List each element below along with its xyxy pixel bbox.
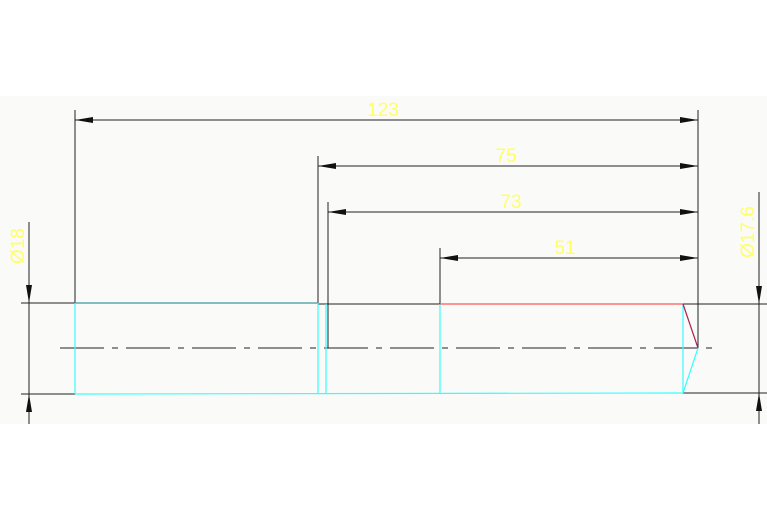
dimension-text-75: 75	[495, 146, 516, 167]
arrow-icon	[680, 117, 698, 123]
part-outline	[74, 302, 699, 395]
arrow-icon	[756, 393, 762, 411]
arrowheads	[26, 117, 762, 412]
arrow-icon	[680, 163, 698, 169]
drawing-area	[0, 96, 767, 424]
arrow-icon	[75, 117, 93, 123]
dimension-text-73: 73	[500, 192, 521, 213]
dimension-text-51: 51	[554, 238, 575, 259]
arrow-icon	[318, 163, 336, 169]
arrow-icon	[756, 286, 762, 304]
dimension-text-123: 123	[367, 100, 399, 121]
arrow-icon	[680, 255, 698, 261]
diameter-text-right: Ø17.6	[738, 206, 759, 258]
chamfer-line	[682, 303, 699, 349]
arrow-icon	[26, 394, 32, 412]
diameter-text-left: Ø18	[8, 228, 29, 264]
arrow-icon	[440, 255, 458, 261]
arrow-icon	[680, 209, 698, 215]
arrow-icon	[328, 209, 346, 215]
arrow-icon	[26, 285, 32, 303]
